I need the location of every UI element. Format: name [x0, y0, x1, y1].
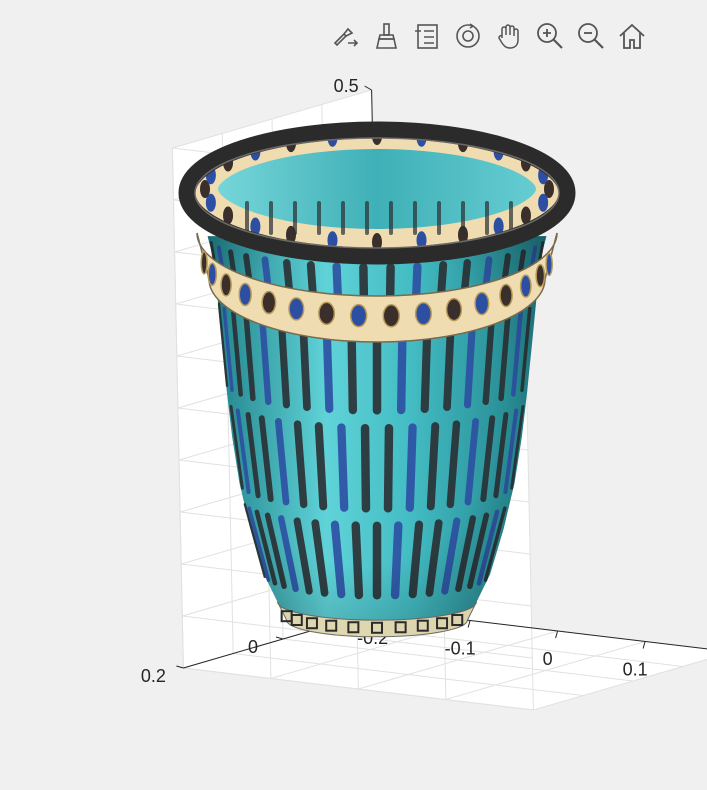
vase-surface	[178, 121, 576, 638]
zoom-in-icon	[536, 23, 563, 49]
y-tick-label: 0.2	[141, 666, 166, 686]
export-icon	[333, 27, 358, 47]
vase-rim	[178, 121, 576, 265]
zoom-in-button[interactable]	[531, 18, 568, 54]
rotate-3d-icon	[455, 23, 480, 48]
legend-button[interactable]	[408, 18, 445, 54]
home-icon	[618, 23, 645, 49]
brush-icon	[375, 23, 397, 49]
x-tick-label: -0.1	[445, 639, 476, 659]
x-tick-label: 0	[543, 649, 553, 669]
axes-toolbar	[326, 18, 650, 54]
x-tick-label: 0.1	[623, 660, 648, 680]
rotate-3d-button[interactable]	[449, 18, 486, 54]
export-button[interactable]	[326, 18, 363, 54]
home-button[interactable]	[613, 18, 650, 54]
pan-button[interactable]	[490, 18, 527, 54]
brush-button[interactable]	[367, 18, 404, 54]
z-tick-label: 0.5	[334, 76, 359, 96]
legend-icon	[414, 24, 438, 49]
zoom-out-icon	[577, 23, 604, 49]
y-tick-label: 0	[248, 637, 258, 657]
zoom-out-button[interactable]	[572, 18, 609, 54]
pan-hand-icon	[497, 24, 519, 49]
